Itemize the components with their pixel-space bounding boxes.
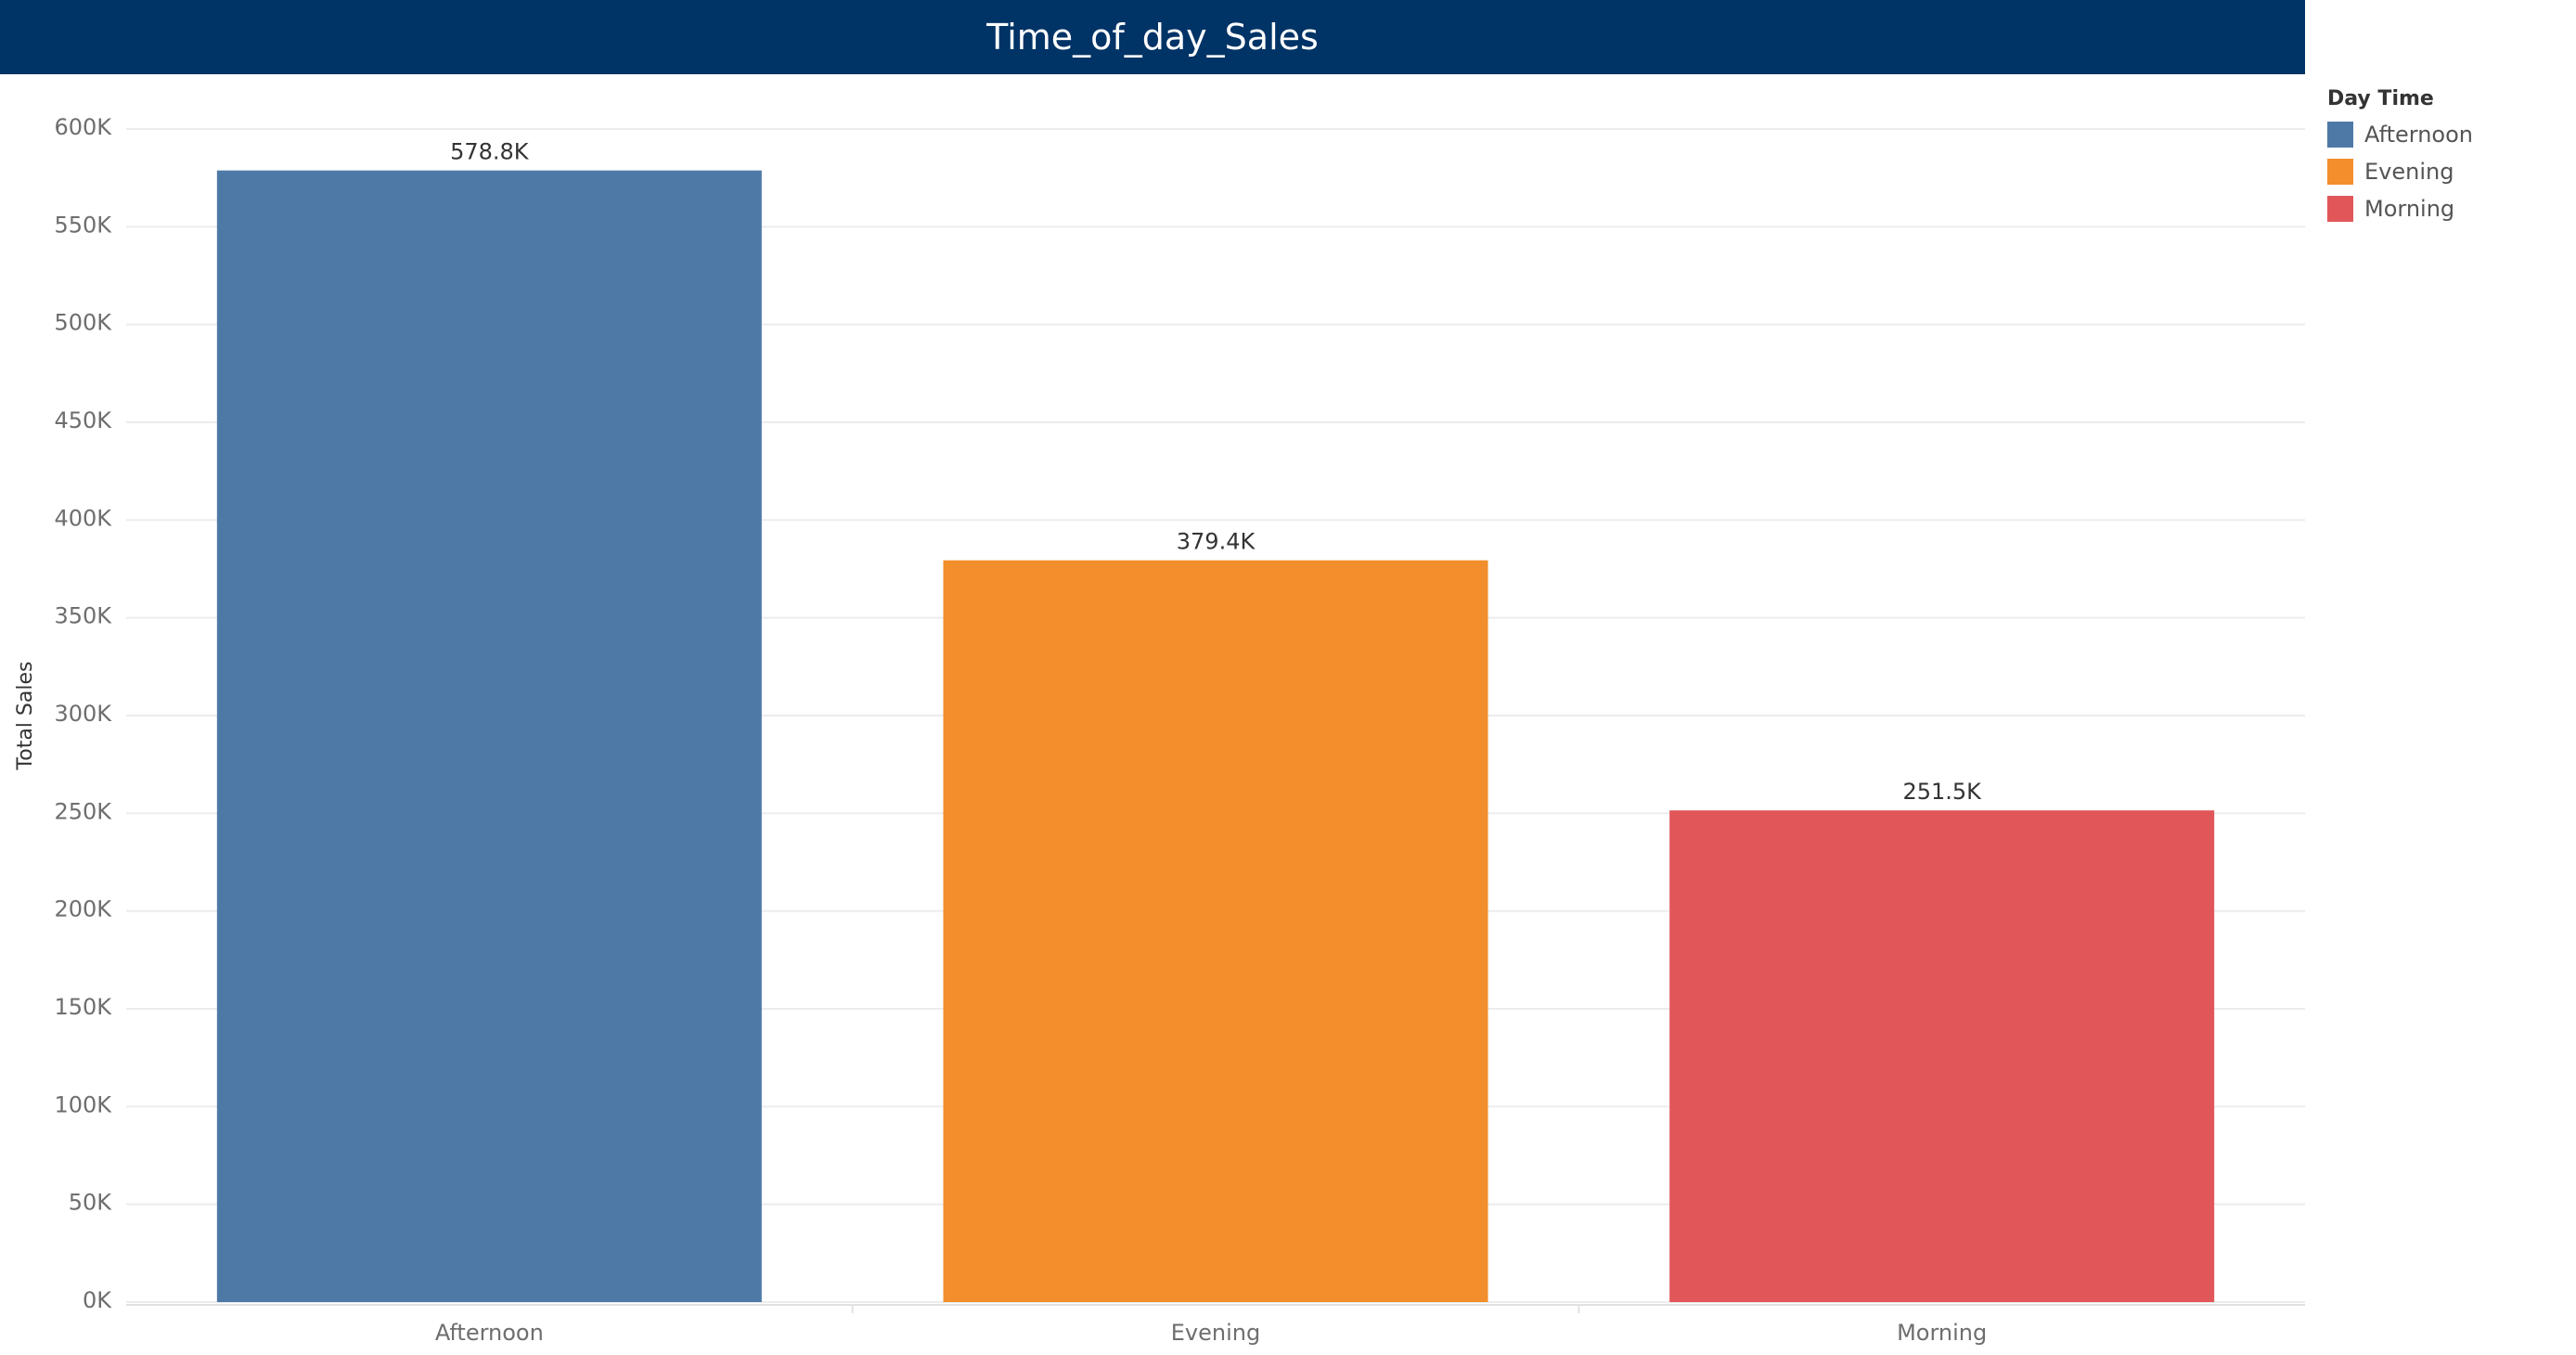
y-tick-label: 50K: [69, 1190, 113, 1216]
y-tick-label: 550K: [54, 212, 112, 238]
legend-swatch: [2327, 159, 2353, 185]
legend: Day Time Afternoon Evening Morning: [2327, 87, 2569, 227]
x-tick-label: Morning: [1897, 1320, 1987, 1346]
chart-title: Time_of_day_Sales: [986, 17, 1319, 58]
x-tick-label: Afternoon: [435, 1320, 544, 1346]
bar-evening: [943, 560, 1488, 1302]
x-tick-label: Evening: [1171, 1320, 1260, 1346]
legend-item-evening: Evening: [2327, 153, 2569, 190]
y-tick-label: 600K: [54, 114, 112, 140]
y-tick-label: 150K: [54, 994, 112, 1020]
chart-plot: 0K 50K 100K 150K 200K 250K 300K 350K 400K 450K 500…: [14, 114, 2305, 1346]
bar-afternoon: [216, 170, 762, 1302]
y-tick-label: 350K: [54, 603, 112, 629]
y-tick-label: 450K: [54, 407, 112, 433]
legend-title: Day Time: [2327, 87, 2434, 110]
data-label: 578.8K: [450, 139, 530, 165]
y-axis-title: Total Sales: [14, 662, 37, 771]
data-label: 379.4K: [1177, 529, 1256, 555]
bars: 578.8K 379.4K 251.5K: [216, 139, 2215, 1302]
y-tick-label: 100K: [54, 1091, 112, 1117]
legend-swatch: [2327, 196, 2353, 222]
y-tick-label: 300K: [54, 701, 112, 727]
legend-label: Afternoon: [2364, 122, 2473, 148]
legend-items: Afternoon Evening Morning: [2327, 116, 2569, 227]
data-label: 251.5K: [1902, 779, 1982, 805]
legend-item-afternoon: Afternoon: [2327, 116, 2569, 153]
y-axis-ticks: 0K 50K 100K 150K 200K 250K 300K 350K 400K 450K 500…: [54, 114, 112, 1313]
y-tick-label: 250K: [54, 798, 112, 824]
bar-morning: [1669, 810, 2215, 1302]
y-tick-label: 500K: [54, 310, 112, 336]
x-axis-ticks: Afternoon Evening Morning: [435, 1305, 1987, 1346]
y-tick-label: 200K: [54, 897, 112, 923]
legend-item-morning: Morning: [2327, 190, 2569, 227]
y-tick-label: 400K: [54, 505, 112, 531]
y-tick-label: 0K: [83, 1287, 112, 1313]
legend-label: Morning: [2364, 196, 2455, 222]
legend-swatch: [2327, 122, 2353, 148]
title-bar: Time_of_day_Sales: [0, 0, 2305, 74]
legend-label: Evening: [2364, 159, 2454, 185]
